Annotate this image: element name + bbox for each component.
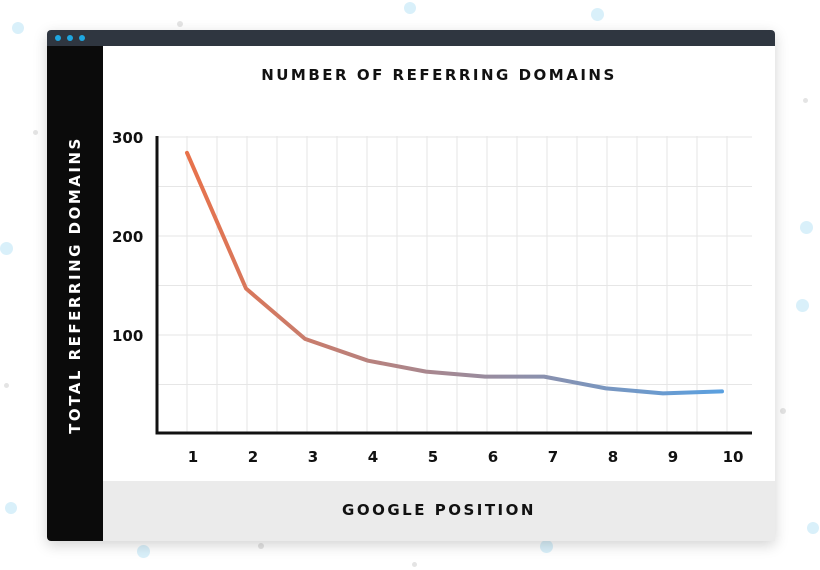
chart-axes — [155, 136, 752, 435]
x-tick-label: 6 — [488, 448, 498, 466]
background-dot — [177, 21, 183, 27]
x-tick-labels: 1 2 3 4 5 6 7 8 9 10 — [188, 448, 744, 466]
x-tick-label: 9 — [668, 448, 678, 466]
x-tick-label: 7 — [548, 448, 558, 466]
y-tick-label: 300 — [112, 129, 143, 147]
background-dot — [258, 543, 264, 549]
x-axis-title: GOOGLE POSITION — [342, 501, 536, 519]
background-dot — [803, 98, 808, 103]
x-tick-label: 10 — [723, 448, 744, 466]
background-dot — [33, 130, 38, 135]
x-tick-label: 5 — [428, 448, 438, 466]
background-dot — [412, 562, 417, 567]
background-dot — [0, 242, 13, 255]
x-tick-label: 2 — [248, 448, 258, 466]
background-dot — [780, 408, 786, 414]
window-dot-icon — [67, 35, 73, 41]
x-tick-label: 4 — [368, 448, 378, 466]
background-dot — [137, 545, 150, 558]
background-dot — [796, 299, 809, 312]
y-tick-labels: 100 200 300 — [112, 129, 143, 345]
y-tick-label: 200 — [112, 228, 143, 246]
chart-title: NUMBER OF REFERRING DOMAINS — [261, 66, 617, 84]
window-dot-icon — [55, 35, 61, 41]
y-axis-sidebar — [47, 46, 103, 541]
background-dot — [404, 2, 416, 14]
x-tick-label: 3 — [308, 448, 318, 466]
background-dot — [5, 502, 17, 514]
background-dot — [540, 540, 553, 553]
y-tick-label: 100 — [112, 327, 143, 345]
background-dot — [4, 383, 9, 388]
series-line — [185, 150, 724, 396]
background-dot — [807, 522, 819, 534]
x-tick-label: 1 — [188, 448, 198, 466]
x-tick-label: 8 — [608, 448, 618, 466]
background-dot — [800, 221, 813, 234]
background-dot — [12, 22, 24, 34]
x-axis-footer: GOOGLE POSITION — [103, 481, 775, 541]
window-titlebar — [47, 30, 775, 46]
grid-lines — [157, 136, 752, 433]
window-dot-icon — [79, 35, 85, 41]
background-dot — [591, 8, 604, 21]
